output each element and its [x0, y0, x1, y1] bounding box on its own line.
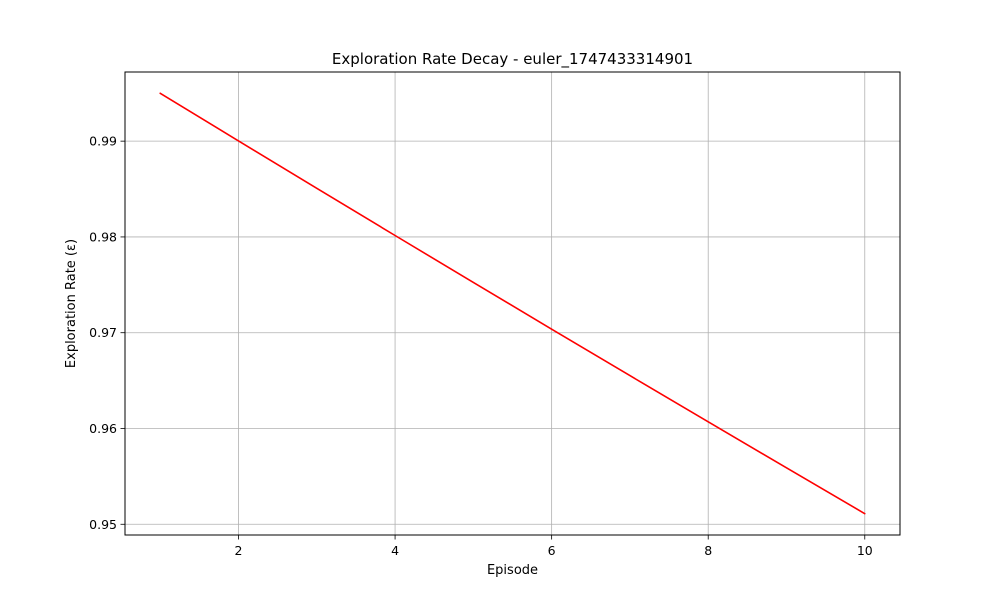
ticks: 2 4 6 8 10 0.95 0.96 0.97 0.98 0.99	[89, 134, 873, 558]
plot-area-frame	[124, 71, 901, 536]
y-tick-label: 0.99	[89, 134, 117, 149]
y-tick-label: 0.96	[89, 421, 117, 436]
x-tick-label: 8	[704, 543, 712, 558]
y-tick-label: 0.95	[89, 517, 117, 532]
x-tick-label: 4	[391, 543, 399, 558]
x-axis-label: Episode	[487, 563, 538, 578]
y-tick-label: 0.98	[89, 229, 117, 244]
grid	[125, 72, 900, 535]
series-layer	[159, 92, 866, 515]
chart-title: Exploration Rate Decay - euler_174743331…	[332, 50, 693, 69]
y-axis-label: Exploration Rate (ε)	[64, 239, 79, 368]
y-tick-label: 0.97	[89, 325, 117, 340]
x-tick-label: 2	[235, 543, 243, 558]
x-tick-label: 6	[548, 543, 556, 558]
series-line	[159, 92, 866, 515]
x-tick-label: 10	[857, 543, 873, 558]
